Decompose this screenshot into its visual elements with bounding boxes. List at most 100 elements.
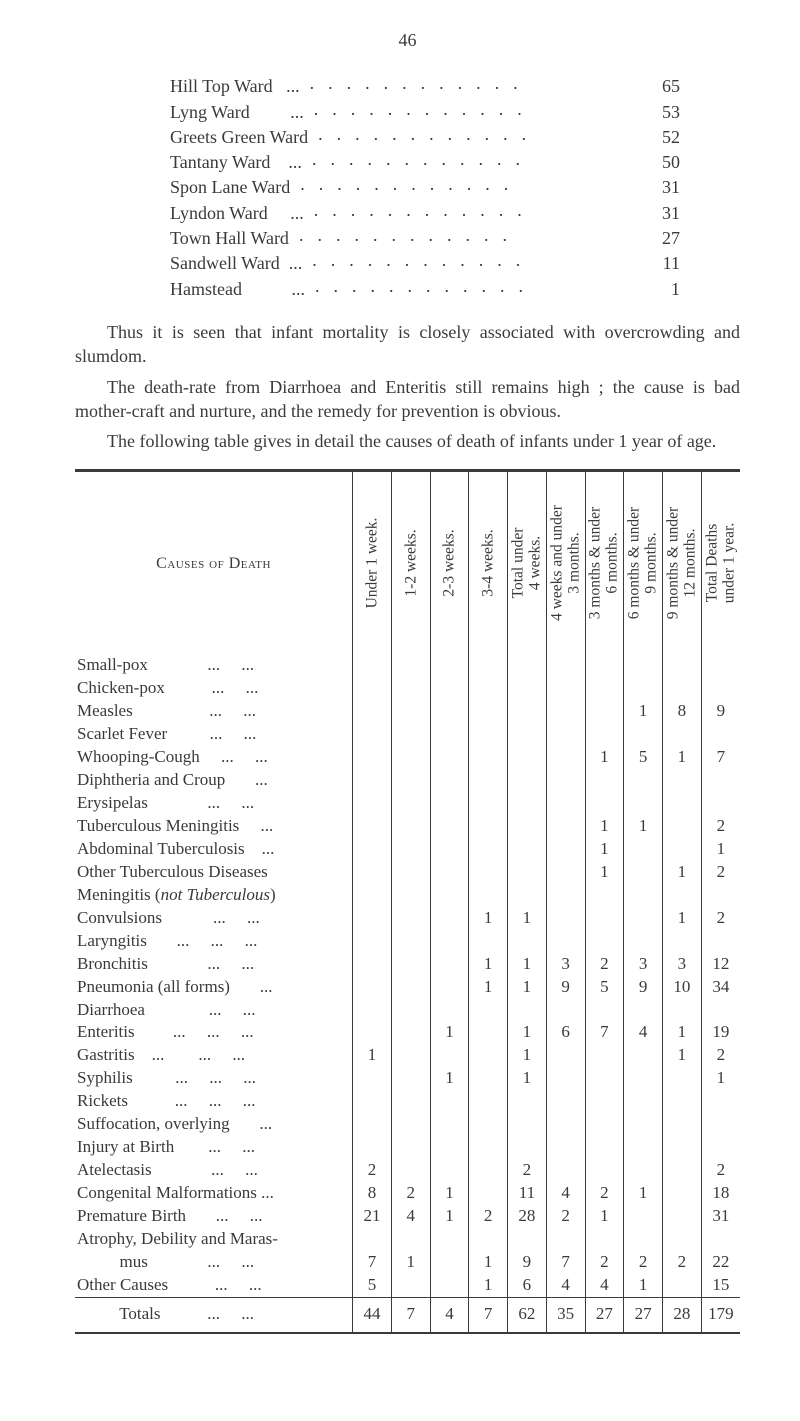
table-cell (353, 746, 392, 769)
table-cell (353, 677, 392, 700)
table-cell (391, 746, 430, 769)
table-cell (508, 677, 547, 700)
table-cell (546, 792, 585, 815)
table-cell (391, 999, 430, 1022)
table-cell (662, 677, 701, 700)
ward-value: 50 (630, 150, 740, 174)
table-row: Laryngitis ... ... ... (75, 930, 740, 953)
table-cell: 1 (469, 1274, 508, 1297)
table-cell (469, 1021, 508, 1044)
table-cell (430, 769, 469, 792)
table-cell: 1 (624, 700, 663, 723)
table-cell (353, 1136, 392, 1159)
table-cell (353, 700, 392, 723)
table-cell (624, 654, 663, 677)
table-cell: 4 (585, 1274, 624, 1297)
table-cell (391, 723, 430, 746)
row-label: Pneumonia (all forms) ... (75, 976, 353, 999)
table-cell (662, 1113, 701, 1136)
ward-name: Spon Lane Ward (170, 175, 290, 199)
totals-label: Totals ... ... (75, 1297, 353, 1332)
table-cell (353, 930, 392, 953)
table-cell: 18 (701, 1182, 740, 1205)
table-cell (508, 654, 547, 677)
table-cell (430, 976, 469, 999)
row-label: Premature Birth ... ... (75, 1205, 353, 1228)
row-label: Small-pox ... ... (75, 654, 353, 677)
table-cell (624, 1136, 663, 1159)
table-cell (662, 1090, 701, 1113)
table-cell (353, 815, 392, 838)
table-cell (391, 1228, 430, 1251)
table-cell: 1 (701, 1067, 740, 1090)
ward-row: Hamstead ...............1 (170, 277, 740, 302)
table-cell (430, 861, 469, 884)
column-header: 3-4 weeks. (469, 472, 508, 654)
table-cell: 2 (585, 1182, 624, 1205)
table-cell (430, 838, 469, 861)
table-cell (430, 677, 469, 700)
ward-name: Greets Green Ward (170, 125, 308, 149)
table-cell (430, 884, 469, 907)
table-cell: 3 (624, 953, 663, 976)
table-cell (508, 1228, 547, 1251)
table-cell: 1 (585, 861, 624, 884)
table-row: Tuberculous Meningitis ...112 (75, 815, 740, 838)
table-cell: 1 (508, 907, 547, 930)
table-cell (546, 723, 585, 746)
leader-dots: ............ (290, 172, 630, 196)
ward-value: 53 (630, 100, 740, 124)
table-row: Atrophy, Debility and Maras- (75, 1228, 740, 1251)
table-cell (391, 1067, 430, 1090)
table-cell (585, 654, 624, 677)
table-cell (430, 1251, 469, 1274)
table-cell (662, 654, 701, 677)
table-cell: 3 (546, 953, 585, 976)
table-cell (391, 861, 430, 884)
totals-cell: 7 (469, 1297, 508, 1332)
table-cell: 2 (585, 953, 624, 976)
table-cell (546, 1136, 585, 1159)
table-cell (585, 700, 624, 723)
table-cell (391, 1274, 430, 1297)
table-cell: 15 (701, 1274, 740, 1297)
table-cell: 2 (701, 907, 740, 930)
table-cell: 2 (662, 1251, 701, 1274)
table-cell: 1 (662, 907, 701, 930)
table-cell: 9 (508, 1251, 547, 1274)
table-cell (353, 999, 392, 1022)
ward-value: 31 (630, 175, 740, 199)
table-cell (430, 1274, 469, 1297)
table-cell (546, 654, 585, 677)
table-cell (662, 838, 701, 861)
table-cell (624, 838, 663, 861)
table-cell (430, 654, 469, 677)
page-number: 46 (75, 28, 740, 52)
row-label: Rickets ... ... ... (75, 1090, 353, 1113)
table-cell (546, 700, 585, 723)
table-cell (391, 1113, 430, 1136)
row-label: Gastritis ... ... ... (75, 1044, 353, 1067)
table-row: Erysipelas ... ... (75, 792, 740, 815)
table-cell (353, 1113, 392, 1136)
table-cell (508, 999, 547, 1022)
table-cell: 1 (508, 953, 547, 976)
table-cell (391, 838, 430, 861)
table-cell (430, 723, 469, 746)
table-cell (585, 677, 624, 700)
table-row: Injury at Birth ... ... (75, 1136, 740, 1159)
table-row: Meningitis (not Tuberculous) (75, 884, 740, 907)
table-cell (469, 746, 508, 769)
table-cell (546, 838, 585, 861)
table-cell: 4 (391, 1205, 430, 1228)
table-cell (585, 769, 624, 792)
table-cell: 1 (624, 1182, 663, 1205)
table-cell: 5 (624, 746, 663, 769)
table-cell (469, 1067, 508, 1090)
table-cell (585, 1044, 624, 1067)
table-cell (391, 700, 430, 723)
table-cell (391, 815, 430, 838)
table-cell (546, 884, 585, 907)
table-cell (508, 861, 547, 884)
table-cell (430, 1044, 469, 1067)
